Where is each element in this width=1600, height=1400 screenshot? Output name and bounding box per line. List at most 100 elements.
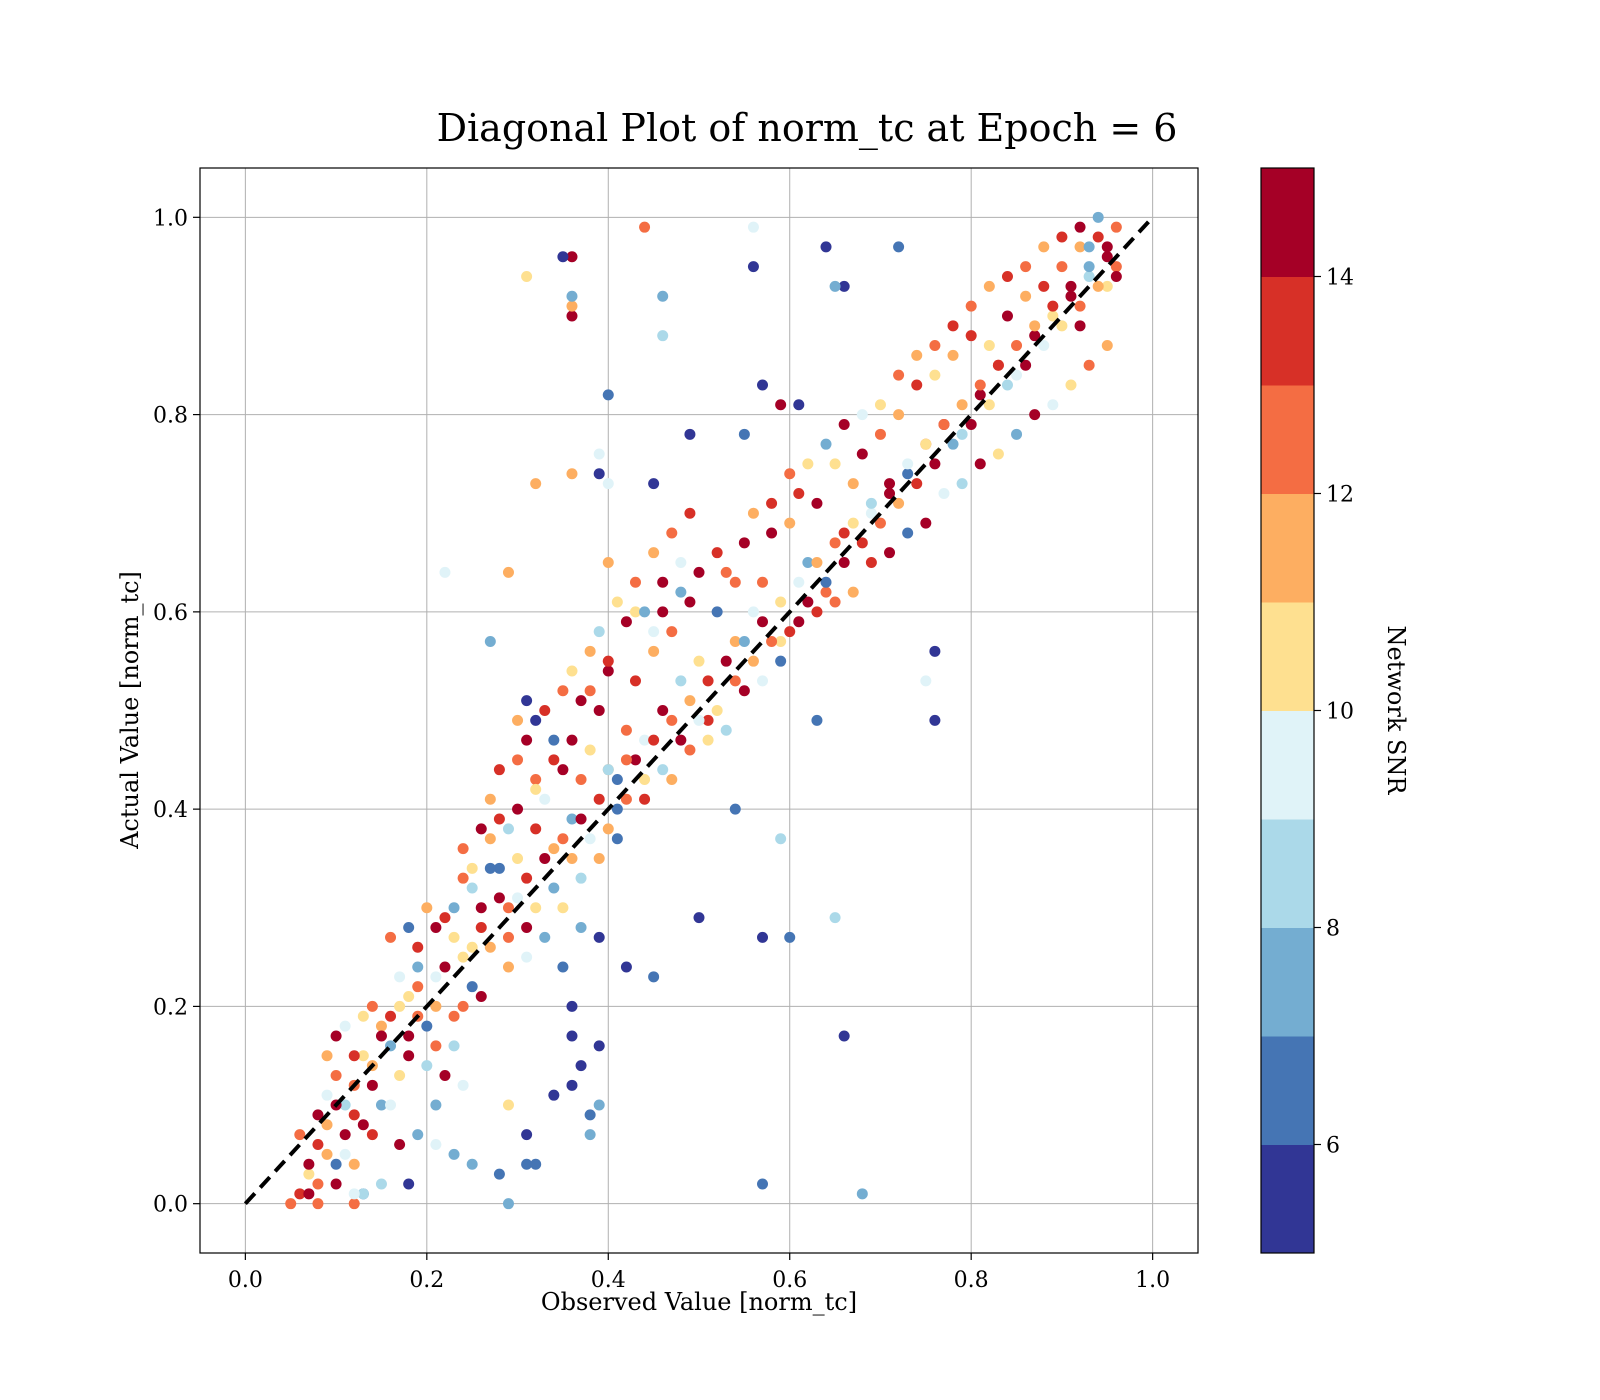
data-point [1083, 241, 1095, 253]
data-point [1029, 330, 1041, 342]
data-point [675, 675, 687, 687]
x-axis-label: Observed Value [norm_tc] [541, 1288, 857, 1316]
data-point [974, 389, 986, 401]
data-point [512, 852, 524, 864]
data-point [711, 547, 723, 559]
colorbar-band [1261, 1036, 1314, 1145]
data-point [512, 714, 524, 726]
data-point [793, 488, 805, 499]
data-point [793, 616, 805, 628]
data-point [584, 744, 596, 756]
data-point [611, 803, 623, 815]
data-point [1056, 261, 1068, 273]
data-point [339, 1099, 351, 1111]
data-point [602, 655, 614, 667]
data-point [738, 428, 750, 440]
data-point [294, 1188, 306, 1200]
data-point [611, 596, 623, 608]
data-point [602, 557, 614, 569]
data-point [838, 557, 850, 569]
colorbar-band [1261, 385, 1314, 494]
data-point [1001, 310, 1013, 322]
data-point [1038, 241, 1050, 253]
data-point [602, 665, 614, 677]
data-point [484, 941, 496, 953]
data-point [629, 576, 641, 588]
data-point [666, 714, 678, 726]
data-point [929, 645, 941, 657]
colorbar-band [1261, 1144, 1314, 1254]
data-point [557, 685, 569, 697]
data-point [321, 1119, 333, 1131]
plot-frame [199, 167, 1199, 1254]
data-point [339, 1020, 351, 1032]
data-point [1038, 340, 1050, 352]
data-point [757, 616, 769, 628]
data-point [484, 793, 496, 805]
data-point [711, 705, 723, 716]
data-point [539, 705, 551, 716]
data-point [747, 261, 759, 273]
data-point [720, 566, 732, 578]
data-point [312, 1139, 324, 1150]
data-point [856, 409, 868, 421]
data-point [512, 754, 524, 766]
data-point [502, 1198, 514, 1210]
data-point [557, 833, 569, 845]
data-point [929, 369, 941, 381]
data-point [1074, 241, 1086, 253]
data-point [330, 1158, 342, 1170]
data-point [475, 922, 487, 933]
data-point [312, 1109, 324, 1121]
data-point [566, 813, 578, 825]
data-point [566, 468, 578, 480]
data-point [693, 714, 705, 726]
data-point [657, 290, 669, 302]
data-point [893, 241, 905, 253]
colorbar-ticks: 6 8 10 12 14 [1314, 266, 1354, 1159]
data-point [965, 300, 977, 312]
x-tick-label: 0.6 [772, 1268, 807, 1293]
data-point [675, 557, 687, 569]
data-point [757, 379, 769, 391]
colorbar-band [1261, 710, 1314, 820]
data-point [502, 1099, 514, 1111]
colorbar-band [1261, 927, 1314, 1037]
data-point [856, 537, 868, 549]
data-point [920, 675, 932, 687]
data-point [902, 468, 914, 480]
data-point [530, 1158, 542, 1170]
data-point [893, 369, 905, 381]
y-axis-ticks: 0.0 0.2 0.4 0.6 0.8 1.0 [153, 206, 200, 1218]
data-point [1074, 300, 1086, 312]
data-point [584, 1129, 596, 1141]
data-point [339, 1129, 351, 1141]
data-point [992, 359, 1004, 371]
data-point [375, 1030, 387, 1042]
data-point [321, 1089, 333, 1101]
data-point [584, 685, 596, 697]
data-point [902, 458, 914, 470]
data-point [375, 1020, 387, 1032]
data-point [475, 902, 487, 914]
data-point [593, 626, 605, 638]
data-point [775, 635, 787, 647]
data-point [1101, 251, 1113, 263]
data-point [865, 507, 877, 519]
data-point [1056, 231, 1068, 243]
data-point [502, 823, 514, 835]
data-point [403, 991, 415, 1003]
y-tick-label: 0.2 [153, 995, 188, 1020]
data-point [493, 862, 505, 874]
data-point [802, 458, 814, 470]
data-point [911, 379, 923, 391]
data-point [620, 793, 632, 805]
data-point [902, 527, 914, 539]
data-point [539, 852, 551, 864]
data-point [357, 1119, 369, 1131]
data-point [521, 271, 533, 282]
data-point [648, 626, 660, 638]
data-point [1074, 320, 1086, 332]
data-point [829, 537, 841, 549]
data-point [639, 606, 651, 618]
